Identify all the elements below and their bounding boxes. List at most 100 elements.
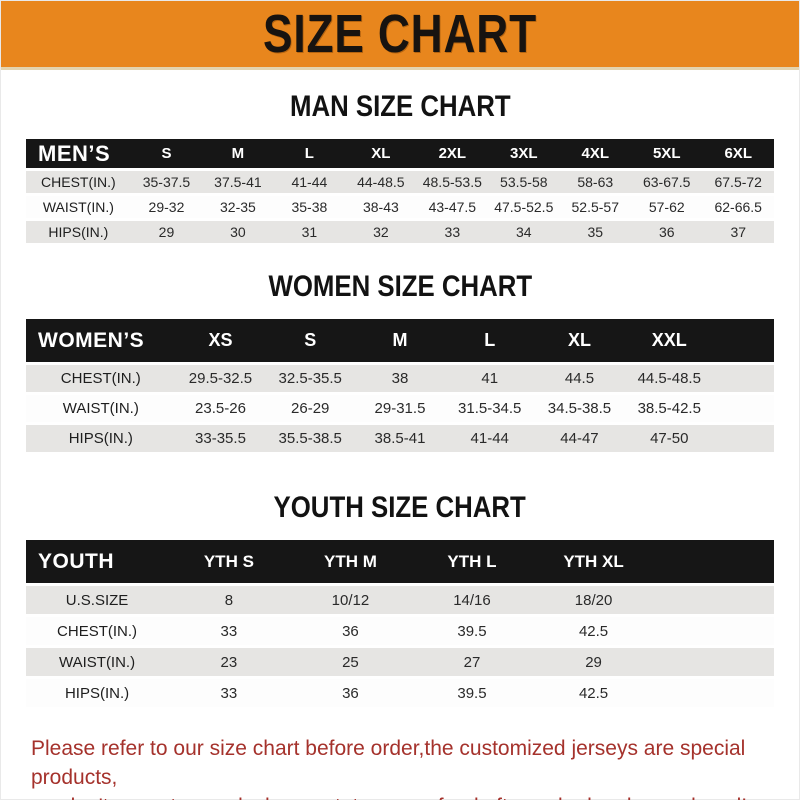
row-label: WAIST(IN.) [26,395,176,422]
size-value: 63-67.5 [631,171,703,193]
size-value: 48.5-53.5 [416,171,489,193]
man-size-chart-title: MAN SIZE CHART [289,90,511,123]
footer-line-2: we don't accept cancel, change, teturn o… [31,792,781,800]
size-value: 14/16 [411,586,533,614]
size-column-header: YTH M [289,540,412,583]
size-value: 10/12 [289,586,412,614]
man-size-chart-section: MAN SIZE CHART MEN’S S M L XL 2XL 3XL 4XL 5XL 6XL… [1,90,799,246]
size-value: 32 [345,221,417,243]
womens-size-table: WOMEN’S XS S M L XL XXL CHEST(IN.) 29.5-32.5 32.5… [26,316,774,455]
size-value: 8 [168,586,290,614]
row-label: U.S.SIZE [26,586,169,614]
size-value: 47-50 [624,425,715,452]
filler-cell [654,586,774,614]
size-value: 29 [532,648,655,676]
size-value: 33 [168,617,290,645]
table-row: HIPS(IN.) 33-35.5 35.5-38.5 38.5-41 41-44 44-… [26,425,774,452]
size-value: 44.5 [534,365,625,392]
size-column-header: S [130,139,203,168]
size-value: 29-32 [130,196,203,218]
size-column-header: S [265,319,356,362]
size-value: 44.5-48.5 [624,365,715,392]
table-row: HIPS(IN.) 33 36 39.5 42.5 [26,679,774,707]
filler-cell [714,395,774,422]
size-value: 29 [130,221,203,243]
table-row: CHEST(IN.) 33 36 39.5 42.5 [26,617,774,645]
table-row: CHEST(IN.) 29.5-32.5 32.5-35.5 38 41 44.5 44.5… [26,365,774,392]
size-value: 35 [559,221,631,243]
table-row: WAIST(IN.) 23 25 27 29 [26,648,774,676]
size-value: 38.5-41 [355,425,445,452]
size-column-header: XL [534,319,625,362]
filler-cell [654,679,774,707]
size-value: 53.5-58 [488,171,560,193]
filler-cell [714,319,774,362]
size-column-header: YTH L [411,540,533,583]
table-header-row: YOUTH YTH S YTH M YTH L YTH XL [26,540,774,583]
size-value: 37 [702,221,774,243]
size-value: 36 [289,617,412,645]
size-value: 38-43 [345,196,417,218]
size-value: 47.5-52.5 [488,196,560,218]
size-column-header: XL [345,139,417,168]
table-row: CHEST(IN.) 35-37.5 37.5-41 41-44 44-48.5 48.5… [26,171,774,193]
size-value: 30 [202,221,274,243]
banner-title: SIZE CHART [263,4,537,64]
table-header-row: MEN’S S M L XL 2XL 3XL 4XL 5XL 6XL [26,139,774,168]
table-label: WOMEN’S [26,319,176,362]
row-label: HIPS(IN.) [26,679,169,707]
size-value: 52.5-57 [559,196,631,218]
table-row: U.S.SIZE 8 10/12 14/16 18/20 [26,586,774,614]
size-value: 32.5-35.5 [265,365,356,392]
size-chart-banner: SIZE CHART [1,1,799,70]
table-row: WAIST(IN.) 23.5-26 26-29 29-31.5 31.5-34.5 34… [26,395,774,422]
size-value: 33 [168,679,290,707]
footer-note: Please refer to our size chart before or… [31,734,781,800]
row-label: WAIST(IN.) [26,648,169,676]
size-value: 41-44 [444,425,535,452]
size-column-header: 3XL [488,139,560,168]
size-value: 29.5-32.5 [175,365,266,392]
size-value: 41-44 [273,171,346,193]
size-value: 62-66.5 [702,196,774,218]
size-value: 67.5-72 [702,171,774,193]
size-value: 35-38 [273,196,346,218]
size-column-header: XXL [624,319,715,362]
row-label: CHEST(IN.) [26,617,169,645]
row-label: WAIST(IN.) [26,196,131,218]
size-value: 35.5-38.5 [265,425,356,452]
size-column-header: L [444,319,535,362]
size-value: 38 [355,365,445,392]
filler-cell [654,617,774,645]
table-header-row: WOMEN’S XS S M L XL XXL [26,319,774,362]
size-column-header: M [202,139,274,168]
table-label: MEN’S [26,139,131,168]
filler-cell [654,540,774,583]
filler-cell [714,365,774,392]
size-column-header: XS [175,319,266,362]
youth-size-table: YOUTH YTH S YTH M YTH L YTH XL U.S.SIZE 8 10/12… [26,537,774,710]
size-value: 33 [416,221,489,243]
youth-size-chart-title: YOUTH SIZE CHART [273,491,527,524]
size-value: 25 [289,648,412,676]
filler-cell [714,425,774,452]
size-column-header: M [355,319,445,362]
size-value: 44-47 [534,425,625,452]
size-value: 44-48.5 [345,171,417,193]
size-column-header: YTH XL [532,540,655,583]
women-size-chart-title: WOMEN SIZE CHART [268,270,532,303]
size-value: 29-31.5 [355,395,445,422]
size-value: 23 [168,648,290,676]
size-value: 38.5-42.5 [624,395,715,422]
size-value: 41 [444,365,535,392]
size-value: 39.5 [411,679,533,707]
filler-cell [654,648,774,676]
size-column-header: 5XL [631,139,703,168]
row-label: CHEST(IN.) [26,171,131,193]
row-label: CHEST(IN.) [26,365,176,392]
size-value: 37.5-41 [202,171,274,193]
size-value: 39.5 [411,617,533,645]
size-value: 32-35 [202,196,274,218]
size-value: 26-29 [265,395,356,422]
table-row: WAIST(IN.) 29-32 32-35 35-38 38-43 43-47.5 47.… [26,196,774,218]
